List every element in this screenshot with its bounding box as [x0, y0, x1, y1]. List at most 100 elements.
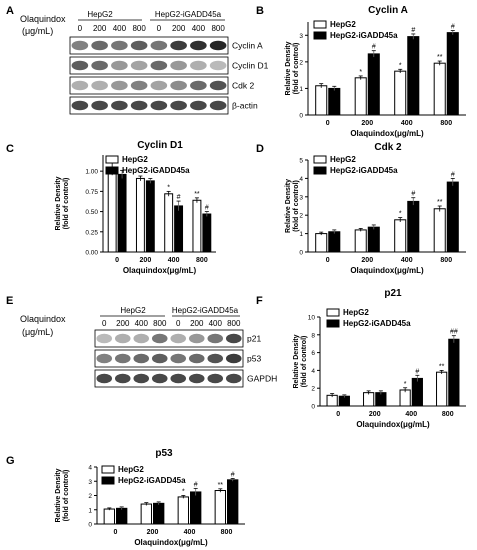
- blot-e-band: [188, 373, 205, 384]
- panel-letter-f: F: [256, 295, 263, 307]
- chart-d-y-label-2: (fold of control): [293, 180, 300, 232]
- chart-b-sig-mark: *: [359, 69, 362, 76]
- chart-b-sig-mark: *: [399, 62, 402, 69]
- chart-g-sig-mark: **: [218, 482, 224, 489]
- chart-b-sig-mark: #: [451, 24, 455, 31]
- chart-g-bar: [140, 503, 152, 525]
- chart-c-bar: [192, 199, 202, 253]
- blot-e-dose-label: 200: [116, 319, 130, 328]
- blot-e-treatment-label: Olaquindox: [20, 314, 66, 324]
- blot-a-unit-label: (μg/mL): [22, 26, 53, 36]
- panel-f-chart: p21 0 2 4 6 8 10 Relative Density (fold of contr…: [293, 288, 466, 429]
- blot-e-band-label: p53: [247, 354, 261, 364]
- chart-d-bar: [328, 231, 341, 253]
- blot-a-dose-label: 800: [211, 24, 225, 33]
- blot-a-band: [71, 100, 89, 111]
- chart-c-y-tick-label: 1.00: [85, 169, 98, 176]
- chart-c-legend-swatch: [105, 166, 119, 175]
- chart-f-y-label-2: (fold of control): [301, 336, 308, 388]
- chart-f-bar: [436, 371, 448, 407]
- chart-d-x-label: Olaquindox(μg/mL): [350, 266, 424, 275]
- chart-f-y-tick-label: 8: [311, 332, 315, 339]
- chart-d-legend-swatch: [313, 155, 327, 164]
- chart-f-y-tick-label: 10: [308, 315, 316, 322]
- panel-letter-b: B: [256, 5, 264, 17]
- chart-g-sig-mark: *: [182, 489, 185, 496]
- chart-d-bar: [446, 181, 459, 253]
- blot-a-band-label: Cyclin D1: [232, 61, 269, 71]
- panel-letter-a: A: [6, 5, 14, 17]
- chart-g-y-tick-label: 1: [88, 507, 92, 514]
- chart-d-bar: [354, 229, 367, 253]
- blot-a-dose-label: 400: [192, 24, 206, 33]
- blot-e-band: [151, 353, 168, 364]
- panel-letter-d: D: [256, 143, 264, 155]
- blot-a-band: [209, 40, 227, 51]
- blot-e-band-label: GAPDH: [247, 374, 277, 384]
- blot-e-dose-label: 0: [176, 319, 181, 328]
- chart-c-bar: [135, 177, 145, 253]
- blot-a-blot-strip: [69, 36, 229, 55]
- blot-e-band: [170, 353, 187, 364]
- chart-d-y-tick-label: 1: [299, 231, 303, 238]
- blot-a-dose-label: 0: [78, 24, 83, 33]
- chart-g-y-label: Relative Density: [55, 468, 62, 522]
- blot-a-dose-label: 200: [172, 24, 186, 33]
- chart-f-bar: [363, 392, 375, 407]
- panel-a: A Olaquindox (μg/mL) HepG2 HepG2-iGADD45…: [6, 5, 269, 115]
- blot-e-band: [133, 353, 150, 364]
- chart-c-x-tick-label: 200: [140, 257, 152, 264]
- chart-d-y-tick-label: 5: [299, 158, 303, 165]
- chart-f-legend-swatch: [326, 319, 340, 328]
- blot-e-dose-label: 400: [209, 319, 223, 328]
- panel-e: E Olaquindox (μg/mL) HepG2 HepG2-iGADD45…: [6, 295, 277, 388]
- chart-c-x-tick-label: 800: [196, 257, 208, 264]
- blot-a-band: [209, 60, 227, 71]
- chart-f-sig-mark: ##: [450, 329, 458, 336]
- blot-e-band: [96, 353, 113, 364]
- blot-e-group-igadd: HepG2-iGADD45a: [172, 306, 239, 315]
- blot-e-band: [188, 353, 205, 364]
- chart-g-bar: [214, 490, 226, 525]
- chart-b-x-tick-label: 200: [361, 120, 373, 127]
- chart-g-y-tick-label: 0: [88, 522, 92, 529]
- chart-c-legend-label: HepG2: [122, 155, 148, 164]
- chart-f-y-tick-label: 0: [311, 404, 315, 411]
- chart-b-sig-mark: **: [437, 54, 443, 61]
- chart-c-bar: [174, 205, 184, 253]
- blot-a-blot-strip: [69, 96, 229, 115]
- chart-g-x-tick-label: 800: [221, 529, 233, 536]
- blot-e-blot-strip: [94, 369, 244, 388]
- chart-c-bar: [164, 193, 174, 253]
- chart-b-title: Cyclin A: [368, 5, 408, 16]
- blot-e-band: [207, 353, 224, 364]
- chart-d-x-tick-label: 400: [401, 257, 413, 264]
- chart-b-legend-label: HepG2: [330, 20, 356, 29]
- chart-g-bar: [153, 502, 165, 525]
- chart-c-sig-mark: #: [177, 194, 181, 201]
- blot-a-band: [190, 60, 207, 71]
- chart-d-sig-mark: **: [437, 199, 443, 206]
- blot-a-band-label: Cdk 2: [232, 81, 254, 91]
- blot-e-band: [133, 373, 150, 384]
- chart-d-y-label: Relative Density: [285, 179, 292, 233]
- chart-f-x-tick-label: 800: [442, 411, 454, 418]
- chart-b-bar: [367, 53, 380, 116]
- chart-c-y-tick-label: 0.75: [85, 189, 98, 196]
- chart-f-x-tick-label: 200: [369, 411, 381, 418]
- chart-g-bar: [116, 507, 128, 525]
- chart-b-bar: [354, 77, 367, 116]
- blot-a-dose-label: 0: [157, 24, 162, 33]
- chart-c-bar: [145, 180, 155, 253]
- chart-b-legend-swatch: [313, 31, 327, 40]
- chart-f-bar: [448, 338, 460, 407]
- panel-b-chart: Cyclin A 0 1 2 3 Relative Density (fold of con…: [285, 5, 466, 138]
- blot-a-band: [91, 100, 108, 111]
- chart-d-bar: [433, 208, 446, 253]
- chart-d-sig-mark: #: [451, 171, 455, 178]
- blot-e-band: [96, 373, 113, 384]
- blot-e-dose-label: 800: [227, 319, 241, 328]
- blot-a-band: [130, 80, 148, 91]
- chart-g-y-label-2: (fold of control): [63, 470, 70, 522]
- blot-a-band: [71, 60, 89, 71]
